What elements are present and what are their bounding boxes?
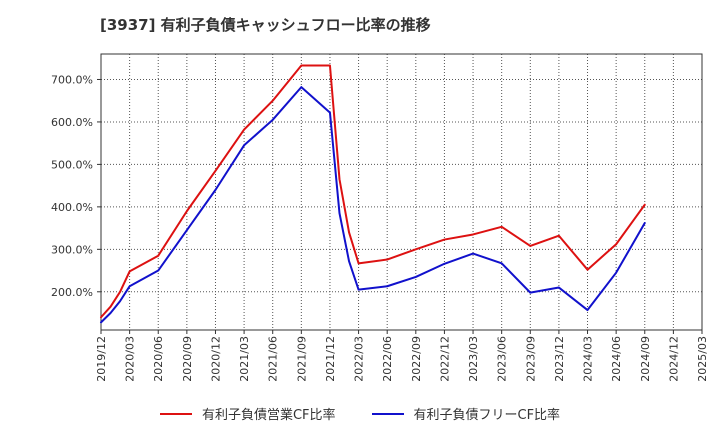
x-tick-label: 2024/03 [582, 336, 595, 382]
x-tick-label: 2024/12 [667, 336, 680, 382]
x-tick-label: 2020/09 [181, 336, 194, 382]
x-tick-label: 2024/06 [610, 336, 623, 382]
chart-title: [3937] 有利子負債キャッシュフロー比率の推移 [100, 16, 431, 34]
series-line-operating-cf [100, 64, 646, 319]
legend-item-operating-cf: 有利子負債営業CF比率 [159, 404, 336, 423]
y-tick-label: 300.0% [51, 243, 93, 256]
y-tick-label: 600.0% [51, 116, 93, 129]
x-tick-label: 2022/09 [410, 336, 423, 382]
series-line-free-cf [100, 86, 646, 324]
plot-area [101, 54, 702, 330]
x-tick-label: 2019/12 [95, 336, 108, 382]
x-tick-label: 2021/03 [238, 336, 251, 382]
y-tick-label: 400.0% [51, 201, 93, 214]
x-tick-label: 2024/09 [639, 336, 652, 382]
legend-swatch-free-cf [371, 412, 404, 415]
plot-frame [100, 53, 703, 331]
x-tick-label: 2023/12 [553, 336, 566, 382]
y-tick-label: 700.0% [51, 73, 93, 86]
x-tick-label: 2022/06 [381, 336, 394, 382]
x-tick-label: 2023/06 [496, 336, 509, 382]
x-tick-label: 2021/12 [324, 336, 337, 382]
y-tick-label: 200.0% [51, 286, 93, 299]
y-tick-label: 500.0% [51, 158, 93, 171]
x-tick-label: 2020/12 [209, 336, 222, 382]
x-tick-label: 2023/09 [524, 336, 537, 382]
legend-label-operating-cf: 有利子負債営業CF比率 [201, 408, 336, 423]
x-tick-label: 2021/06 [267, 336, 280, 382]
x-tick-label: 2025/03 [696, 336, 709, 382]
x-tick-label: 2022/03 [353, 336, 366, 382]
legend-swatch-operating-cf [159, 412, 192, 415]
x-tick-label: 2022/12 [438, 336, 451, 382]
legend-item-free-cf: 有利子負債フリーCF比率 [371, 404, 561, 423]
legend-label-free-cf: 有利子負債フリーCF比率 [413, 408, 561, 423]
x-tick-label: 2020/06 [152, 336, 165, 382]
x-tick-label: 2023/03 [467, 336, 480, 382]
x-tick-label: 2020/03 [124, 336, 137, 382]
x-tick-label: 2021/09 [295, 336, 308, 382]
legend: 有利子負債営業CF比率 有利子負債フリーCF比率 [0, 404, 720, 423]
